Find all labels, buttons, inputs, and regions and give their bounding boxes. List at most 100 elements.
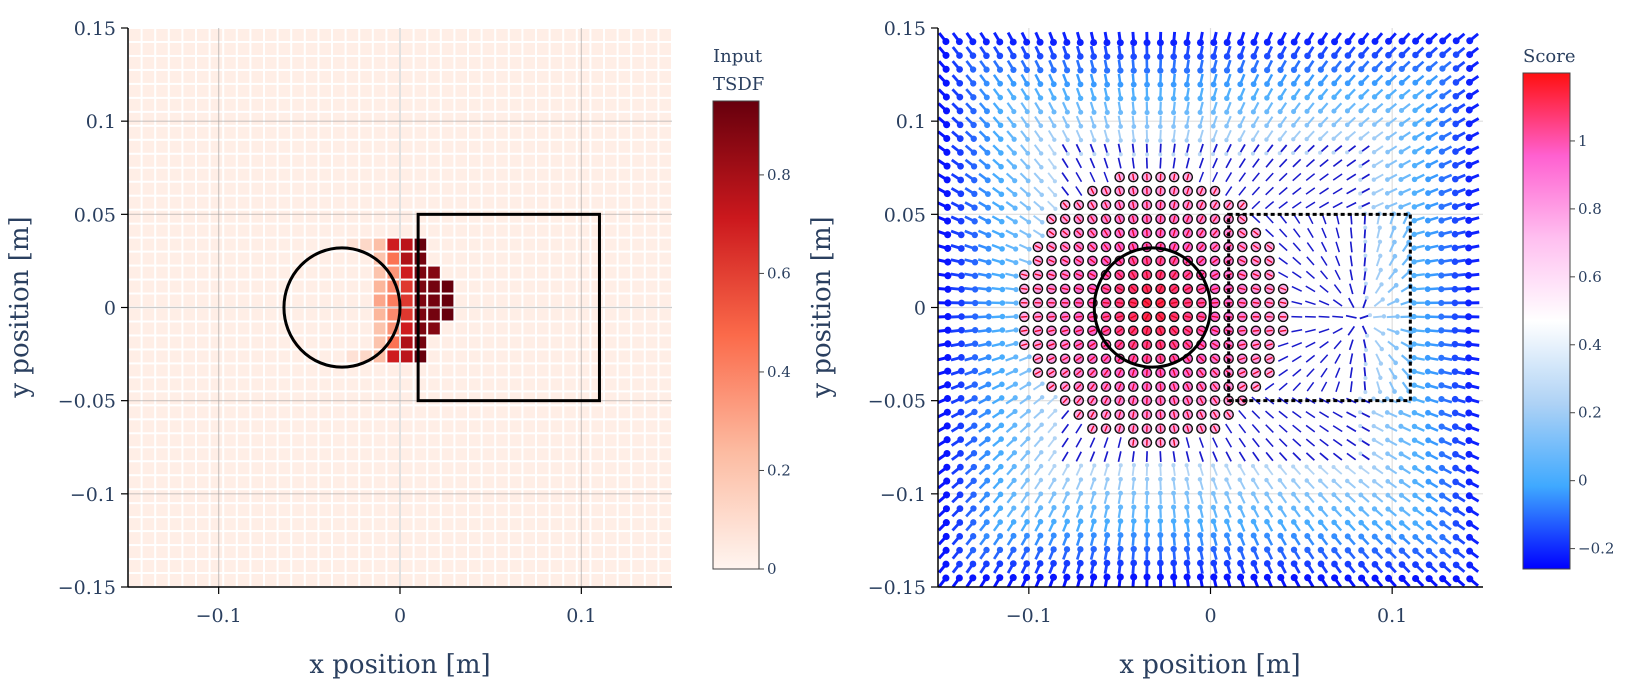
score-marker [1223,67,1231,74]
tsdf-cell [169,560,182,573]
tsdf-cell [550,420,563,433]
score-marker [1331,533,1338,540]
tsdf-cell [346,238,359,251]
tsdf-cell [197,196,209,209]
score-marker [1171,124,1176,129]
score-marker [1465,519,1473,527]
tsdf-cell [237,546,250,559]
tsdf-cell [305,196,318,209]
tsdf-cell [618,182,631,195]
score-arrow [1186,187,1190,195]
tsdf-cell [169,280,182,293]
tsdf-cell [237,126,250,139]
score-arrow [1198,315,1205,319]
tsdf-cell [645,196,658,209]
score-marker [1398,176,1404,183]
tsdf-cell [142,154,155,167]
score-arrow [1185,383,1190,390]
tsdf-cell [305,462,318,475]
tsdf-cell [251,84,263,97]
score-marker [1197,518,1203,524]
tsdf-cell [251,392,263,405]
tsdf-cell [333,476,345,489]
score-marker [1438,313,1445,320]
score-marker [1412,135,1418,141]
tsdf-cell [224,98,236,111]
tsdf-cell [292,56,304,69]
tsdf-cell [605,574,617,586]
tsdf-cell [346,532,359,545]
tsdf-cell [183,84,195,97]
score-arrow [1075,451,1082,462]
tsdf-cell [591,70,603,83]
tsdf-cell [469,434,481,447]
score-marker [1438,409,1445,416]
tsdf-cell [129,70,141,83]
tsdf-cell [305,154,318,167]
score-marker [1304,66,1311,73]
tsdf-cell [197,406,209,419]
tsdf-cell [577,29,590,41]
tsdf-cell [183,196,195,209]
score-marker [1425,148,1432,155]
tsdf-cell [632,168,644,181]
tsdf-cell [469,546,481,559]
tsdf-cell [455,448,467,461]
tsdf-cell [577,364,590,377]
score-marker [997,94,1004,101]
score-marker [1049,573,1057,581]
score-marker [1363,267,1368,272]
tsdf-cell [237,462,250,475]
tsdf-cell [632,448,644,461]
score-marker [1040,381,1045,386]
tsdf-cell [401,462,413,475]
tsdf-cell [237,168,250,181]
tsdf-cell [523,392,535,405]
score-marker [1197,490,1203,496]
score-arrow [1034,259,1042,263]
tsdf-cell [645,420,658,433]
tsdf-cell [210,280,223,293]
score-marker [1223,532,1230,539]
tsdf-cell [387,224,399,237]
score-arrow [1159,157,1162,169]
score-marker [1250,463,1256,469]
score-marker [985,218,992,225]
tsdf-cell [659,196,671,209]
score-marker [1158,138,1163,143]
tsdf-cell [455,56,467,69]
score-marker [1438,231,1445,238]
score-arrow [1171,328,1177,334]
score-marker [1425,65,1433,72]
tsdf-cell [373,224,386,237]
tsdf-cell [319,308,331,321]
tsdf-cell [523,322,535,335]
tsdf-cell [265,84,277,97]
score-arrow [1021,329,1028,333]
tsdf-cell [577,574,590,586]
tsdf-cell [428,168,440,181]
tsdf-cell [523,378,535,391]
colorbar-tick-label: 0.4 [767,363,791,381]
tsdf-cell [346,168,359,181]
score-marker [943,176,951,184]
tsdf-cell [278,406,291,419]
score-arrow [1278,355,1289,362]
tsdf-cell [129,336,141,349]
tsdf-cell [156,280,168,293]
score-marker [1118,109,1124,116]
tsdf-cell [387,266,399,279]
score-marker [1331,464,1336,470]
score-marker [1264,81,1270,87]
score-marker [1411,409,1418,416]
score-arrow [1278,172,1288,182]
tsdf-cell [197,126,209,139]
tsdf-cell [183,532,195,545]
tsdf-cell [278,336,291,349]
score-marker [1425,506,1432,513]
score-marker [1380,331,1386,336]
score-marker [1451,244,1459,252]
score-marker [944,381,952,389]
score-marker [1171,138,1176,143]
score-marker [1078,477,1084,482]
